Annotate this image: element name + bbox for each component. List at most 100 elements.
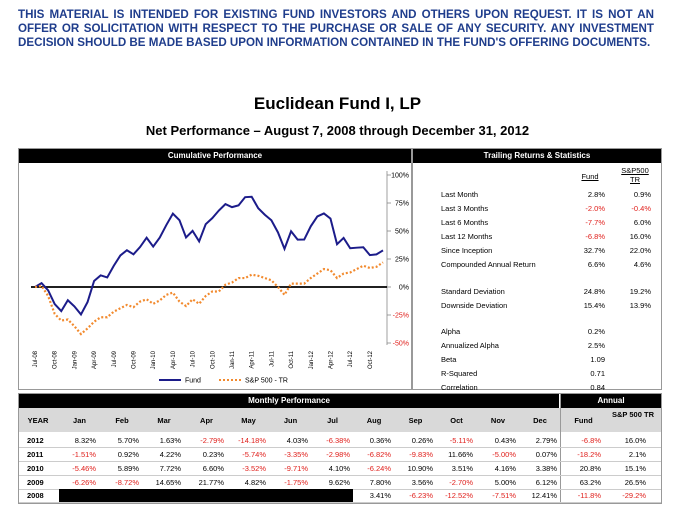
cell-value: 4.16% [494,464,516,473]
year: 2011 [27,450,44,459]
empty-cell [101,489,143,502]
empty-cell [311,489,353,502]
x-tick-label: Jul-10 [191,350,197,367]
x-tick-label: Oct-11 [289,350,295,368]
cell-value: -2.70% [449,478,473,487]
row-label: Compounded Annual Return [441,260,536,269]
title: Euclidean Fund I, LP [253,94,422,113]
row-value: -7.7% [585,218,605,227]
empty-cell [185,489,227,502]
cell-value: 11.66% [448,450,473,459]
y-tick-label: 75% [395,201,409,208]
cell-value: 4.10% [328,464,350,473]
cell-value: 0.36% [369,436,391,445]
series-line [34,261,384,336]
cell-value: -6.24% [367,464,391,473]
x-tick-label: Jul-09 [112,350,118,367]
column-header: May [241,416,256,425]
cell-value: 6.12% [535,478,557,487]
cell-value: -5.46% [72,464,96,473]
cell-value: 5.70% [117,436,139,445]
x-tick-label: Jul-12 [348,350,354,367]
row-rule [19,475,661,476]
cell-value: 2.79% [535,436,557,445]
cell-value: -7.51% [492,491,516,500]
column-header: Oct [450,416,463,425]
cell-value: 0.26% [411,436,433,445]
y-tick-label: -25% [393,313,409,320]
cell-value: 0.43% [494,436,516,445]
column-header: Nov [490,416,506,425]
disclaimer: THIS MATERIAL IS INTENDED FOR EXISTING F… [18,8,654,49]
row-label: Last 12 Months [441,232,493,241]
year: 2009 [27,478,44,487]
year: 2012 [27,436,44,445]
row-value: 4.6% [633,260,651,269]
cell-value: 9.62% [328,478,350,487]
cell-value: -3.35% [284,450,308,459]
cell-value: 5.00% [494,478,516,487]
x-tick-label: Jan-12 [309,350,315,369]
row-value: 32.7% [583,246,605,255]
cell-value: 26.5% [624,478,646,487]
x-tick-label: Apr-12 [328,350,334,369]
row-label: Correlation [441,383,478,392]
y-tick-label: 25% [395,257,409,264]
cell-value: -6.23% [409,491,433,500]
x-tick-label: Oct-08 [53,350,59,369]
x-tick-label: Jan-10 [151,350,157,369]
cell-value: 6.60% [202,464,224,473]
row-rule [19,447,661,448]
cell-value: 7.80% [369,478,391,487]
cell-value: 4.82% [244,478,266,487]
column-header: Jan [73,416,86,425]
y-tick-label: 0% [399,285,409,292]
cell-value: 10.90% [407,464,433,473]
year: 2010 [27,464,44,473]
column-header-bg [19,408,661,432]
row-value: 16.0% [629,232,651,241]
cell-value: 0.07% [535,450,557,459]
monthly-panel: Monthly Performance Annual YEAR Jan Feb Mar… [18,393,662,504]
cell-value: -6.26% [72,478,96,487]
cell-value: -8.72% [115,478,139,487]
y-tick-label: -50% [393,341,409,348]
empty-cell [227,489,269,502]
row-label: Last Month [441,190,479,199]
legend-label: S&P 500 - TR [245,378,288,385]
cell-value: 3.56% [411,478,433,487]
row-value: -2.0% [585,204,605,213]
cell-value: 4.22% [159,450,181,459]
cell-value: 63.2% [579,478,601,487]
column-header: Aug [366,416,382,425]
cell-value: -1.51% [72,450,96,459]
x-tick-label: Jul-11 [269,350,275,367]
row-label: Downside Deviation [441,301,508,310]
cell-value: 21.77% [198,478,224,487]
row-label: R-Squared [441,369,478,378]
subtitle: Net Performance – August 7, 2008 through… [145,123,530,138]
cell-value: 4.03% [286,436,308,445]
series-line [34,195,384,317]
cell-value: 16.0% [624,436,646,445]
x-tick-label: Apr-11 [250,350,256,368]
cell-value: -6.8% [581,436,601,445]
cell-value: -6.82% [367,450,391,459]
cell-value: -9.71% [284,464,308,473]
cell-value: -5.11% [449,436,473,445]
cell-value: 3.41% [369,491,391,500]
row-value: 2.8% [587,190,605,199]
cell-value: 1.63% [159,436,181,445]
row-value: 19.2% [629,287,651,296]
row-value: 1.09 [590,355,605,364]
cell-value: 0.23% [202,450,224,459]
column-header: Fund [574,416,593,425]
column-header: Jul [327,416,338,425]
column-header: Jun [283,416,298,425]
column-header: YEAR [27,416,49,425]
row-label: Beta [441,355,457,364]
empty-cell [269,489,311,502]
row-value: 15.4% [583,301,605,310]
chart-panel: Cumulative Performance 100% 75% 50% 25% 0% -2… [18,148,412,390]
